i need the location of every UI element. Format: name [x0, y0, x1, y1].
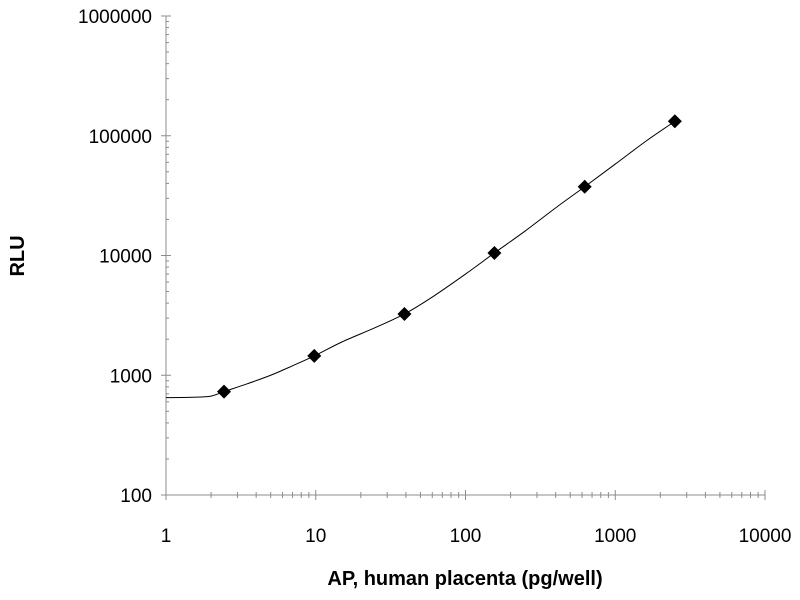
y-axis-title: RLU [7, 235, 29, 276]
y-tick-label: 100000 [89, 127, 152, 148]
y-axis-ticks [161, 15, 171, 496]
data-point-marker [397, 306, 412, 321]
y-tick-label: 1000 [110, 366, 152, 387]
axes [165, 16, 765, 496]
fit-curve [165, 120, 676, 399]
data-point-marker [217, 384, 232, 399]
y-tick-label: 100 [120, 486, 152, 507]
data-points [217, 114, 682, 399]
x-tick-label: 10 [305, 526, 326, 547]
data-point-marker [577, 179, 592, 194]
x-tick-label: 100 [450, 526, 482, 547]
x-axis-title: AP, human placenta (pg/well) [327, 568, 602, 590]
x-tick-label: 1 [161, 526, 172, 547]
y-axis-tick-labels: 100 1000 10000 100000 1000000 [78, 7, 152, 507]
x-tick-label: 10000 [739, 526, 792, 547]
x-axis-ticks [165, 490, 766, 500]
data-point-marker [667, 114, 682, 129]
y-tick-label: 10000 [99, 247, 152, 268]
data-point-marker [487, 245, 502, 260]
y-tick-label: 1000000 [78, 7, 152, 28]
data-point-marker [307, 348, 322, 363]
x-axis-tick-labels: 1 10 100 1000 10000 [161, 526, 792, 547]
x-tick-label: 1000 [594, 526, 636, 547]
